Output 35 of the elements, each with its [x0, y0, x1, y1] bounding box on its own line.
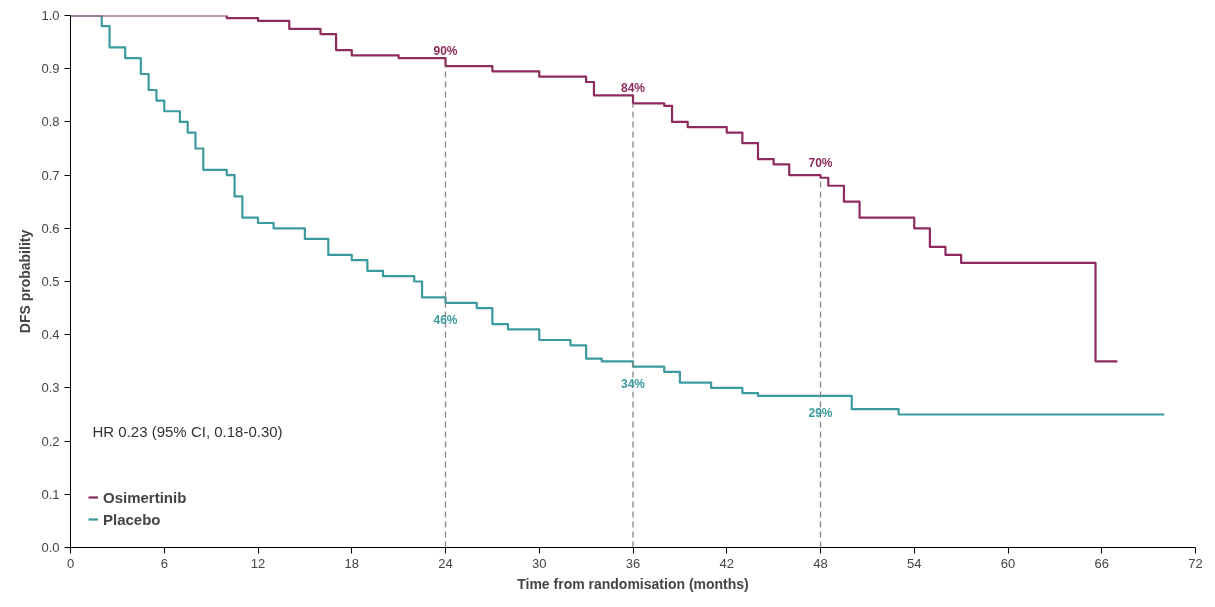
x-tick-label: 36: [625, 555, 641, 571]
y-tick-label: 0.4: [41, 327, 60, 343]
x-tick-label: 66: [1094, 555, 1109, 571]
annotation: 34%: [620, 376, 646, 391]
y-tick-label: 0.8: [41, 114, 60, 130]
x-tick-label: 42: [719, 555, 734, 571]
x-axis-title: Time from randomisation (months): [517, 575, 749, 592]
annotation: 29%: [808, 405, 833, 420]
x-tick-label: 12: [250, 555, 266, 571]
y-tick-label: 0.2: [41, 433, 60, 449]
x-tick-label: 0: [66, 555, 75, 571]
annotation: HR 0.23 (95% CI, 0.18-0.30): [92, 422, 283, 440]
annotation: 70%: [808, 155, 833, 170]
x-tick-label: 6: [160, 555, 168, 571]
x-tick-label: 54: [907, 555, 922, 571]
y-tick-label: 0.6: [41, 220, 60, 236]
x-tick-label: 18: [344, 555, 359, 571]
x-tick-label: 72: [1188, 555, 1203, 571]
y-tick-label: 0.3: [41, 380, 60, 396]
annotation: 84%: [620, 81, 646, 96]
legend-label: Osimertinib: [103, 488, 187, 506]
legend-label: Placebo: [103, 510, 161, 528]
y-tick-label: 0.7: [41, 167, 60, 183]
annotation: 90%: [433, 44, 458, 59]
annotation: 46%: [433, 312, 458, 327]
x-tick-label: 30: [532, 555, 547, 571]
y-tick-label: 1.0: [41, 8, 60, 23]
y-tick-label: 0.0: [41, 540, 60, 555]
y-axis-title: DFS probability: [17, 229, 34, 334]
y-tick-label: 0.1: [41, 486, 60, 502]
x-tick-label: 24: [438, 555, 453, 571]
y-tick-label: 0.9: [41, 61, 60, 77]
x-tick-label: 48: [813, 555, 828, 571]
y-tick-label: 0.5: [41, 274, 60, 289]
x-tick-label: 60: [1000, 555, 1016, 571]
